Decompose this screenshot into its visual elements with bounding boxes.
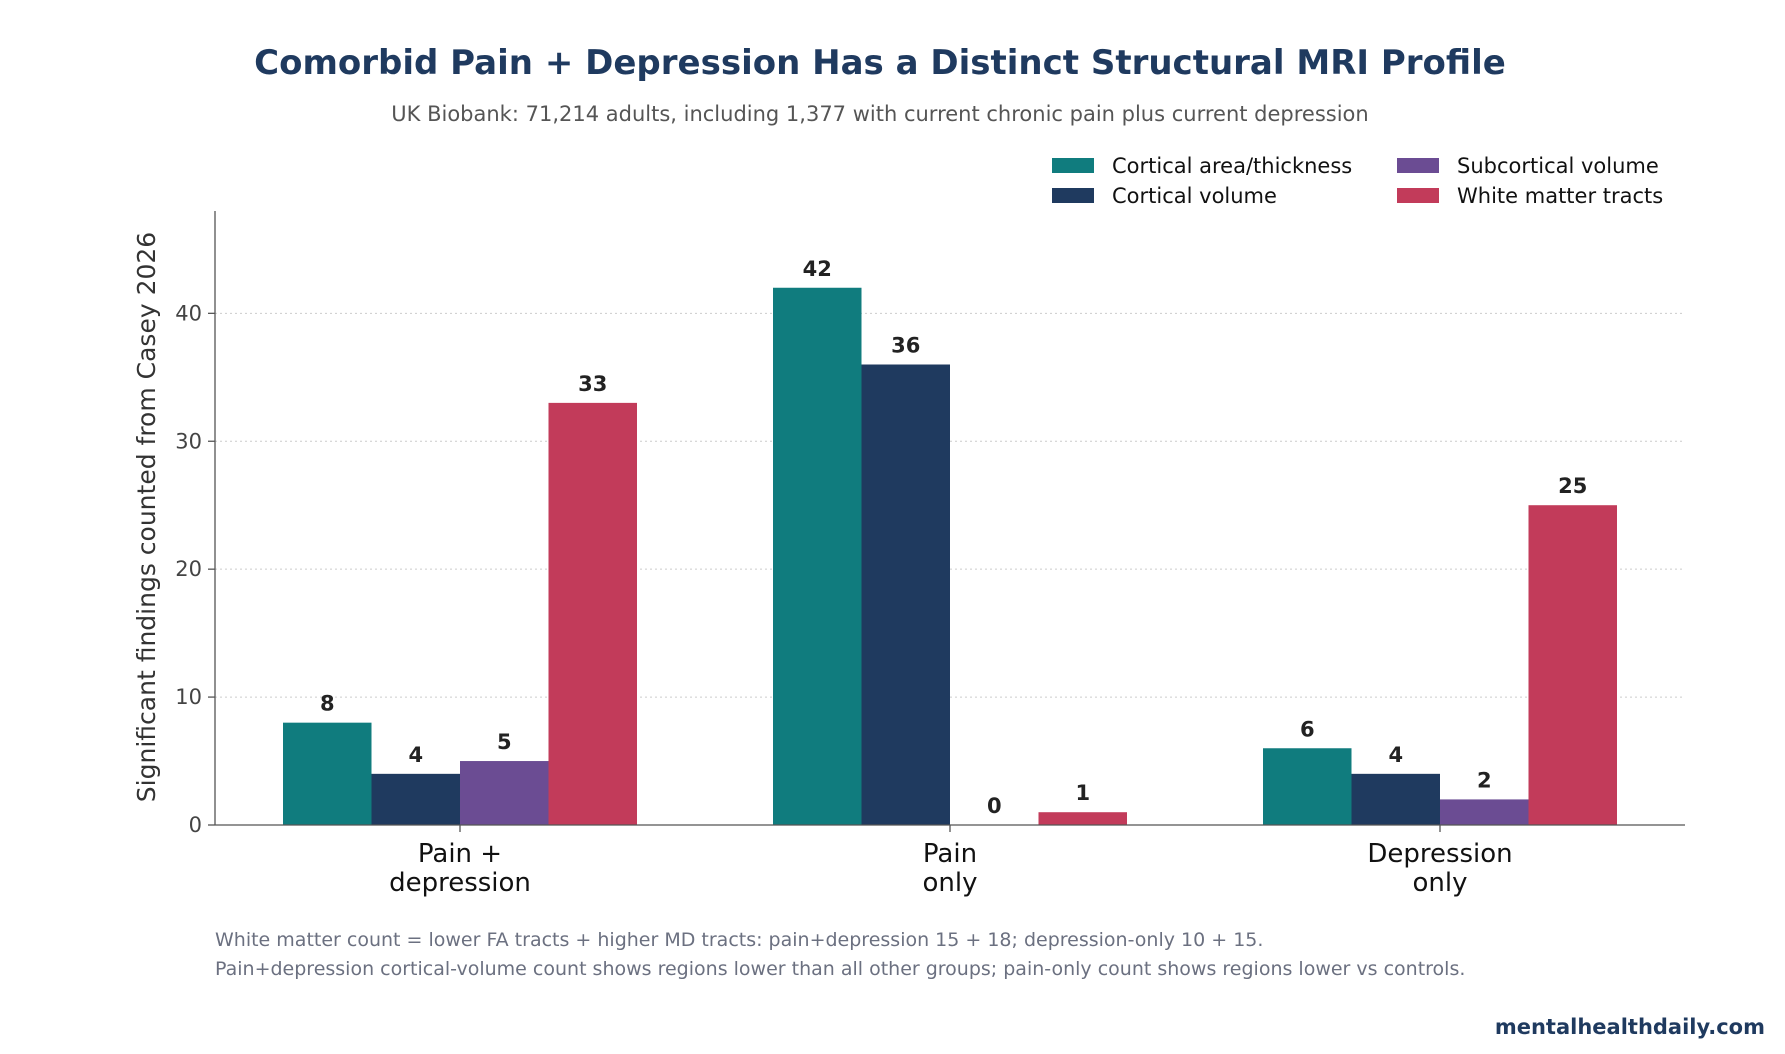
data-label: 8 [320, 692, 335, 716]
footnote-1: White matter count = lower FA tracts + h… [215, 929, 1263, 951]
bar [371, 773, 460, 825]
bar [773, 287, 862, 825]
data-label: 1 [1075, 781, 1090, 805]
bar [1263, 748, 1352, 825]
data-label: 4 [408, 743, 423, 767]
data-label: 4 [1388, 743, 1403, 767]
legend-swatch [1397, 158, 1439, 173]
data-label: 36 [891, 334, 920, 358]
data-label: 33 [578, 372, 607, 396]
bars [283, 287, 1617, 825]
y-tick-label: 40 [175, 301, 202, 325]
legend-label: Subcortical volume [1457, 154, 1659, 178]
footnote-2: Pain+depression cortical-volume count sh… [215, 958, 1465, 980]
x-tick-label: only [1413, 868, 1468, 898]
legend-label: White matter tracts [1457, 184, 1663, 208]
x-tick-label: Depression [1367, 839, 1512, 869]
chart-subtitle: UK Biobank: 71,214 adults, including 1,3… [391, 102, 1368, 126]
brand-watermark: mentalhealthdaily.com [1495, 1015, 1765, 1039]
data-label: 2 [1477, 768, 1492, 792]
legend-label: Cortical area/thickness [1112, 154, 1352, 178]
legend-swatch [1397, 188, 1439, 203]
legend-swatch [1052, 158, 1094, 173]
bar [283, 722, 372, 825]
y-tick-label: 0 [189, 813, 202, 837]
bar [1528, 505, 1617, 825]
chart-title: Comorbid Pain + Depression Has a Distinc… [254, 43, 1506, 83]
data-label: 25 [1558, 474, 1587, 498]
bar [1351, 773, 1440, 825]
legend-label: Cortical volume [1112, 184, 1277, 208]
legend: Cortical area/thickness Cortical volume Su… [1052, 154, 1663, 208]
bar [1038, 812, 1127, 825]
bar [1440, 799, 1529, 825]
y-tick-label: 20 [175, 557, 202, 581]
data-label: 6 [1300, 717, 1315, 741]
x-tick-label: depression [389, 868, 531, 898]
y-tick-label: 30 [175, 429, 202, 453]
data-label: 42 [803, 257, 832, 281]
x-tick-label: Pain + [418, 839, 502, 869]
bar [460, 761, 549, 825]
y-axis-ticks: 0 10 20 30 40 [175, 301, 215, 837]
data-label: 0 [987, 794, 1002, 818]
x-tick-label: only [923, 868, 978, 898]
data-label: 5 [497, 730, 512, 754]
bar [861, 364, 950, 825]
y-axis-label: Significant findings counted from Casey … [132, 232, 161, 802]
bar [548, 402, 637, 825]
x-tick-label: Pain [923, 839, 977, 869]
legend-swatch [1052, 188, 1094, 203]
y-tick-label: 10 [175, 685, 202, 709]
